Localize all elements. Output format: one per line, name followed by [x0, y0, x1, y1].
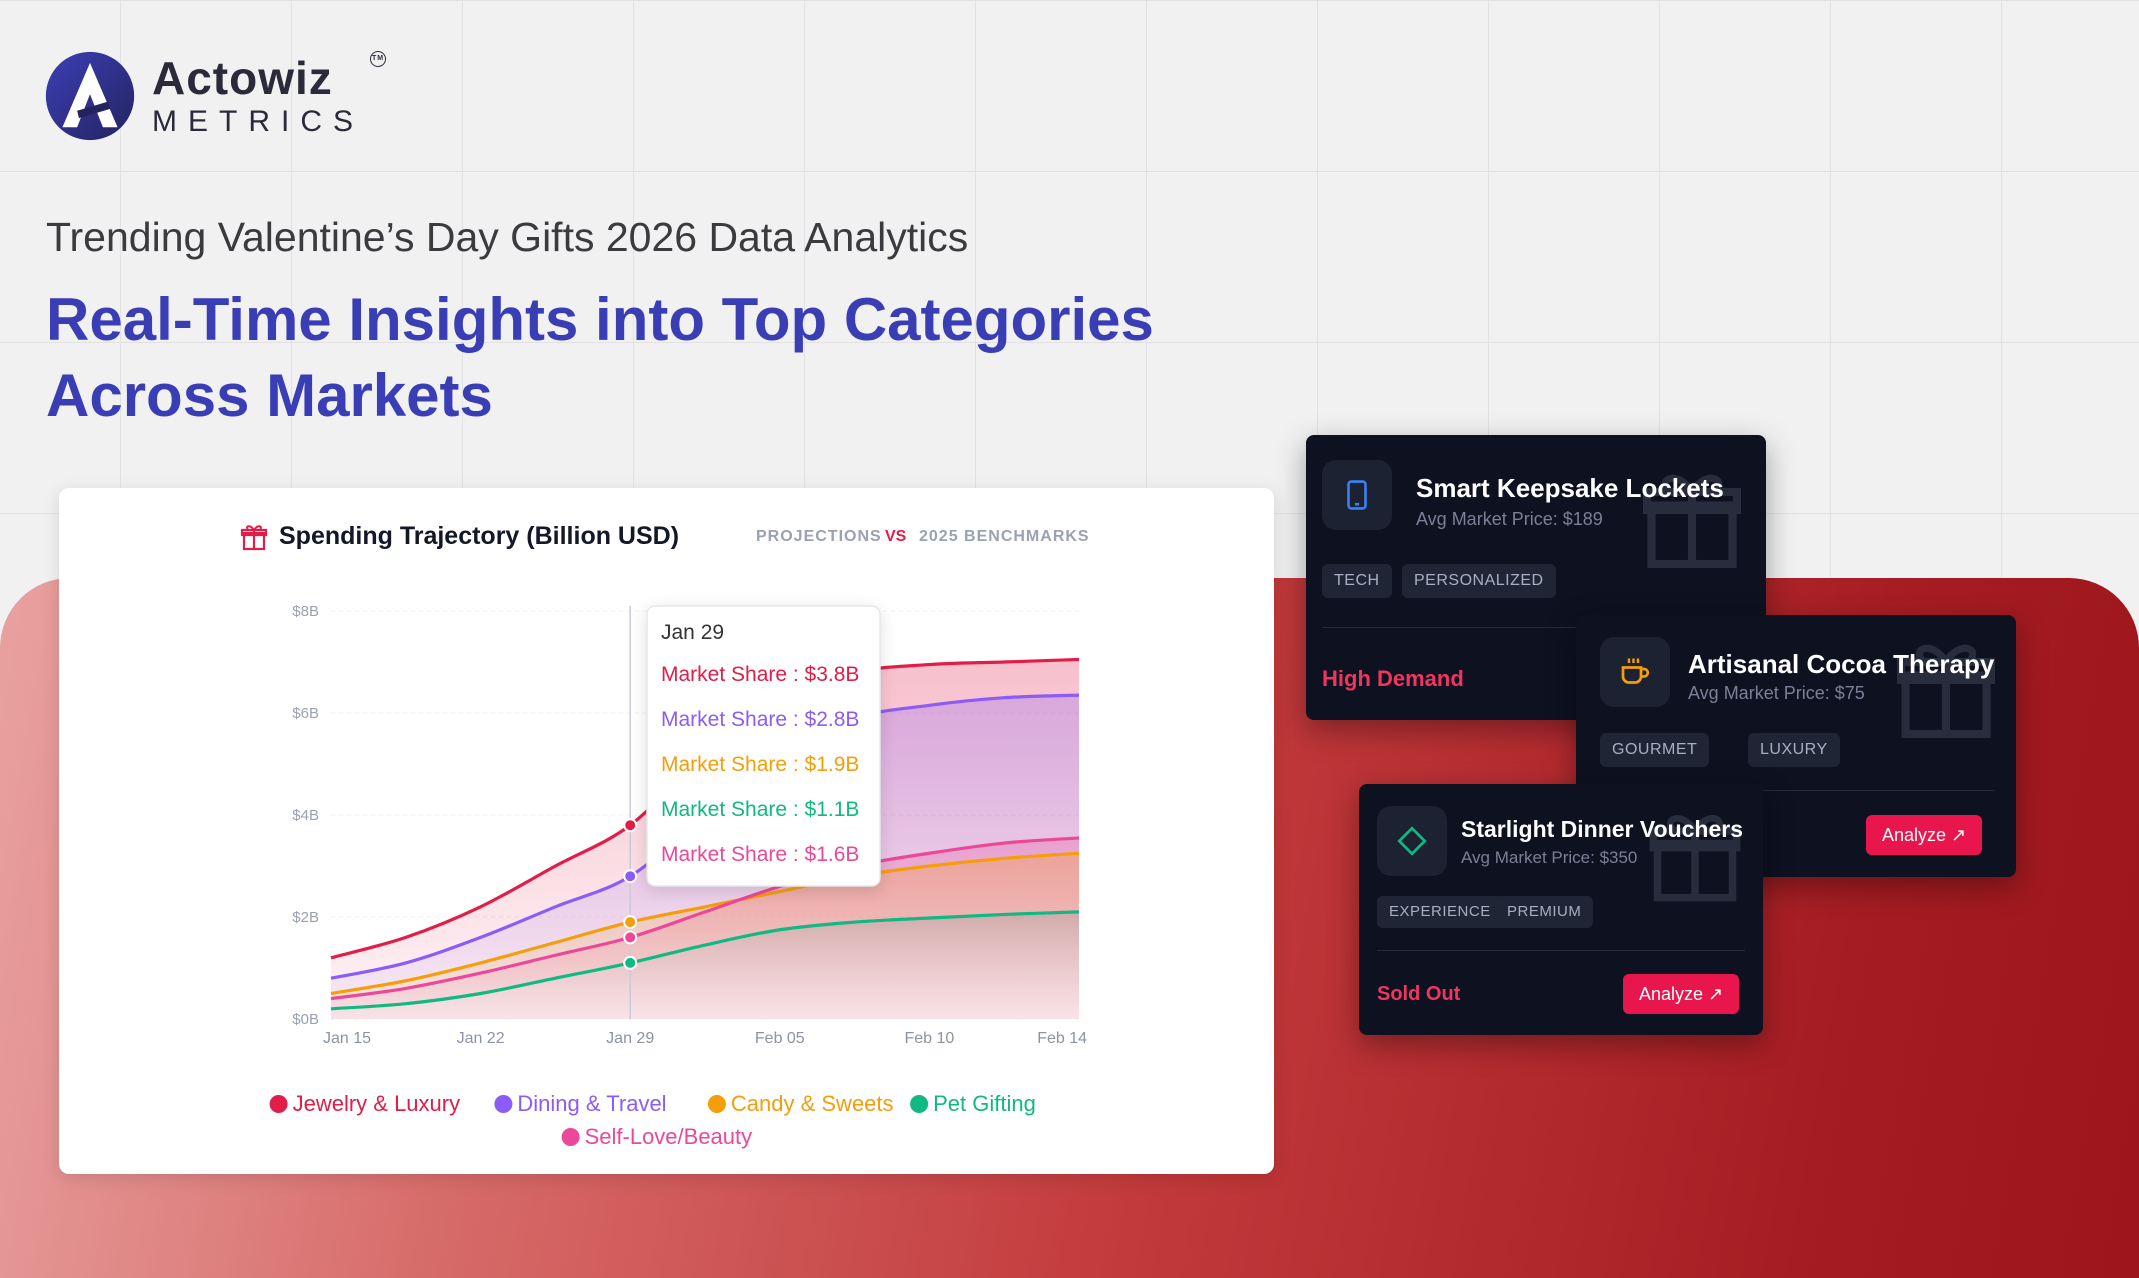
- analyze-button[interactable]: Analyze ↗: [1866, 815, 1983, 855]
- chart-svg: Spending Trajectory (Billion USD) PROJEC…: [240, 522, 1090, 1149]
- x-tick-label: Feb 14: [1037, 1030, 1087, 1047]
- legend-swatch-dining-travel: [494, 1095, 513, 1113]
- product-card-dinner[interactable]: Starlight Dinner Vouchers Avg Market Pri…: [1359, 784, 1763, 1035]
- card-title: Smart Keepsake Lockets: [1416, 473, 1724, 503]
- data-point-self-love-beauty: [623, 930, 638, 945]
- status-badge: High Demand: [1322, 666, 1464, 691]
- legend-label-pet-gifting: Pet Gifting: [933, 1091, 1036, 1116]
- page-title: Real-Time Insights into Top Categories A…: [46, 286, 1154, 429]
- data-point-jewelry-luxury: [623, 818, 638, 833]
- page-kicker: Trending Valentine’s Day Gifts 2026 Data…: [46, 214, 969, 260]
- tag-premium[interactable]: PREMIUM: [1495, 896, 1594, 928]
- card-price: Avg Market Price: $189: [1416, 509, 1603, 529]
- logo: Actowiz TM METRICS: [44, 50, 386, 142]
- chart-title: Spending Trajectory (Billion USD): [279, 522, 679, 550]
- projections-label: PROJECTIONS: [756, 528, 882, 545]
- vs-label: VS: [885, 528, 907, 545]
- tablet-icon: [1322, 460, 1392, 530]
- x-tick-label: Jan 22: [457, 1030, 505, 1047]
- x-tick-label: Jan 29: [606, 1030, 654, 1047]
- card-price: Avg Market Price: $350: [1461, 848, 1638, 867]
- legend-swatch-pet-gifting: [910, 1095, 929, 1113]
- card-divider: [1377, 950, 1745, 951]
- x-tick-label: Jan 15: [323, 1030, 371, 1047]
- series-line-pet-gifting: [330, 910, 1080, 1011]
- brand-name: Actowiz TM: [152, 51, 386, 104]
- tag-tech[interactable]: TECH: [1322, 564, 1392, 598]
- legend-label-candy-sweets: Candy & Sweets: [731, 1091, 894, 1116]
- x-tick-label: Feb 05: [755, 1030, 805, 1047]
- y-tick-label: $8B: [292, 603, 319, 620]
- benchmarks-label: 2025 BENCHMARKS: [919, 528, 1090, 545]
- tooltip-line: Market Share : $1.9B: [661, 753, 859, 776]
- analyze-button[interactable]: Analyze ↗: [1623, 974, 1740, 1014]
- data-point-pet-gifting: [623, 955, 638, 970]
- data-point-dining-travel: [623, 869, 638, 884]
- tooltip-line: Market Share : $1.6B: [661, 843, 859, 866]
- tag-experience[interactable]: EXPERIENCE: [1377, 896, 1503, 928]
- status-badge: Sold Out: [1377, 983, 1461, 1005]
- tag-personalized[interactable]: PERSONALIZED: [1402, 564, 1556, 598]
- legend-swatch-self-love-beauty: [561, 1128, 580, 1146]
- tooltip-date: Jan 29: [661, 621, 724, 644]
- legend-label-dining-travel: Dining & Travel: [517, 1091, 666, 1116]
- data-point-candy-sweets: [623, 915, 638, 930]
- card-divider: [1600, 790, 1994, 791]
- area-pet-gifting: [331, 911, 1079, 1019]
- product-card-cocoa[interactable]: Artisanal Cocoa Therapy Avg Market Price…: [1576, 615, 2016, 877]
- chart-legend: Jewelry & Luxury Dining & Travel Candy & S…: [269, 1091, 1036, 1149]
- card-title: Artisanal Cocoa Therapy: [1688, 649, 1995, 679]
- y-tick-label: $4B: [292, 807, 319, 824]
- y-tick-label: $0B: [292, 1011, 319, 1028]
- chart-tooltip: Jan 29 Market Share : $3.8B Market Share :…: [646, 605, 881, 887]
- chart-card: Spending Trajectory (Billion USD) PROJEC…: [59, 488, 1274, 1174]
- legend-label-self-love-beauty: Self-Love/Beauty: [585, 1124, 753, 1149]
- legend-swatch-candy-sweets: [707, 1095, 726, 1113]
- coffee-cup-icon: [1600, 637, 1670, 707]
- brand-subtitle: METRICS: [152, 105, 364, 138]
- card-title: Starlight Dinner Vouchers: [1461, 816, 1744, 842]
- gift-bg-icon: [1649, 815, 1741, 902]
- tooltip-line: Market Share : $1.1B: [661, 798, 859, 821]
- y-tick-label: $6B: [292, 705, 319, 722]
- gift-icon: [240, 525, 268, 551]
- gift-bg-icon: [1896, 644, 1996, 739]
- gift-bg-icon: [1642, 474, 1742, 569]
- tag-gourmet[interactable]: GOURMET: [1600, 733, 1710, 767]
- card-price: Avg Market Price: $75: [1688, 683, 1865, 703]
- actowiz-logo-icon: [45, 51, 135, 141]
- y-tick-label: $2B: [292, 909, 319, 926]
- tooltip-line: Market Share : $3.8B: [661, 663, 859, 686]
- tooltip-box: [646, 605, 881, 887]
- card-divider: [1322, 627, 1750, 628]
- legend-label-jewelry-luxury: Jewelry & Luxury: [293, 1091, 461, 1116]
- legend-swatch-jewelry-luxury: [269, 1095, 288, 1113]
- x-tick-label: Feb 10: [904, 1030, 954, 1047]
- trademark-mark: TM: [370, 51, 386, 67]
- tag-luxury[interactable]: LUXURY: [1748, 733, 1840, 767]
- diamond-icon: [1377, 806, 1447, 876]
- series-line-candy-sweets: [330, 851, 1080, 996]
- tooltip-line: Market Share : $2.8B: [661, 708, 859, 731]
- series-line-self-love-beauty: [330, 836, 1080, 1001]
